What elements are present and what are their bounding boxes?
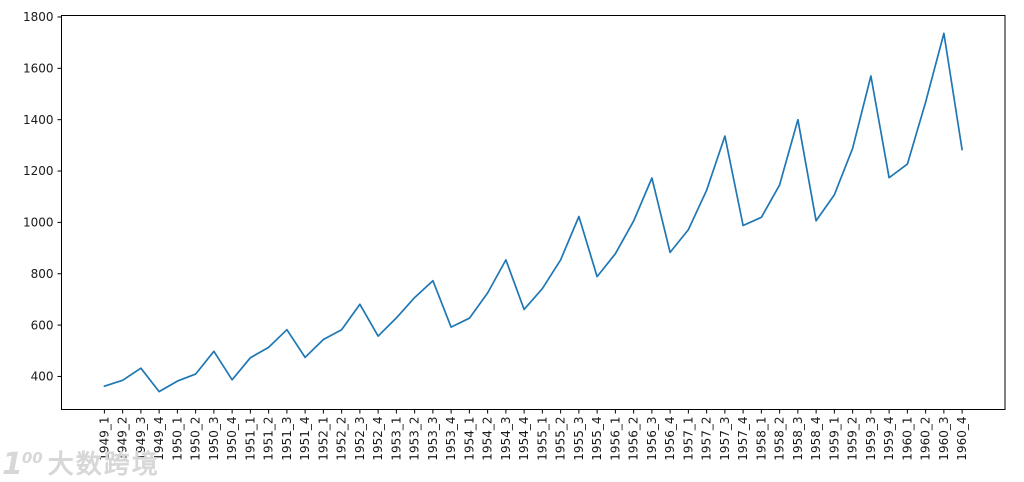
x-tick-label: 1950_1 <box>170 417 184 461</box>
x-tick-label: 1955_1 <box>535 417 549 461</box>
x-tick-label: 1955_3 <box>572 417 586 461</box>
x-tick-label: 1952_1 <box>316 417 330 461</box>
x-tick-label: 1960_3 <box>937 417 951 461</box>
x-tick-label: 1960_4 <box>955 417 969 461</box>
x-tick-label: 1953_2 <box>408 417 422 461</box>
x-tick-label: 1958_2 <box>773 417 787 461</box>
x-tick-label: 1957_4 <box>736 417 750 461</box>
x-tick-label: 1952_2 <box>335 417 349 461</box>
x-tick-label: 1957_3 <box>718 417 732 461</box>
x-tick-label: 1959_3 <box>864 417 878 461</box>
x-tick-label: 1951_1 <box>243 417 257 461</box>
x-tick-label: 1956_2 <box>627 417 641 461</box>
x-tick-label: 1955_2 <box>554 417 568 461</box>
x-tick-label: 1956_3 <box>645 417 659 461</box>
x-tick-label: 1959_2 <box>846 417 860 461</box>
x-tick-label: 1960_1 <box>900 417 914 461</box>
x-tick-label: 1951_2 <box>262 417 276 461</box>
x-tick-label: 1960_2 <box>919 417 933 461</box>
y-tick-label: 800 <box>31 267 54 281</box>
x-tick-label: 1955_4 <box>590 417 604 461</box>
x-tick-label: 1951_3 <box>280 417 294 461</box>
x-tick-label: 1950_3 <box>207 417 221 461</box>
y-tick-label: 1800 <box>23 10 54 24</box>
y-tick-label: 1400 <box>23 113 54 127</box>
series-line <box>103 32 963 393</box>
x-tick-label: 1957_1 <box>681 417 695 461</box>
x-tick-label: 1959_4 <box>882 417 896 461</box>
x-tick-label: 1951_4 <box>298 417 312 461</box>
x-tick-label: 1958_4 <box>809 417 823 461</box>
x-tick-label: 1958_1 <box>754 417 768 461</box>
x-tick-label: 1958_3 <box>791 417 805 461</box>
y-tick-label: 1000 <box>23 216 54 230</box>
x-tick-label: 1954_1 <box>462 417 476 461</box>
x-tick-label: 1952_4 <box>371 417 385 461</box>
y-tick-label: 1600 <box>23 62 54 76</box>
x-tick-label: 1953_4 <box>444 417 458 461</box>
x-tick-label: 1953_1 <box>389 417 403 461</box>
x-tick-label: 1952_3 <box>353 417 367 461</box>
x-tick-label: 1949_2 <box>116 417 130 461</box>
x-tick-label: 1957_2 <box>700 417 714 461</box>
x-tick-label: 1956_1 <box>608 417 622 461</box>
y-tick-label: 600 <box>31 318 54 332</box>
x-tick-label: 1954_2 <box>481 417 495 461</box>
x-tick-label: 1959_1 <box>827 417 841 461</box>
x-tick-label: 1954_3 <box>499 417 513 461</box>
x-tick-label: 1949_1 <box>97 417 111 461</box>
x-tick-label: 1949_3 <box>134 417 148 461</box>
x-tick-label: 1950_4 <box>225 417 239 461</box>
y-tick-label: 400 <box>31 370 54 384</box>
y-tick-label: 1200 <box>23 164 54 178</box>
x-tick-label: 1954_4 <box>517 417 531 461</box>
x-tick-label: 1950_2 <box>189 417 203 461</box>
plot-border <box>61 15 1006 410</box>
x-tick-label: 1949_4 <box>152 417 166 461</box>
x-tick-label: 1953_3 <box>426 417 440 461</box>
x-tick-label: 1956_4 <box>663 417 677 461</box>
